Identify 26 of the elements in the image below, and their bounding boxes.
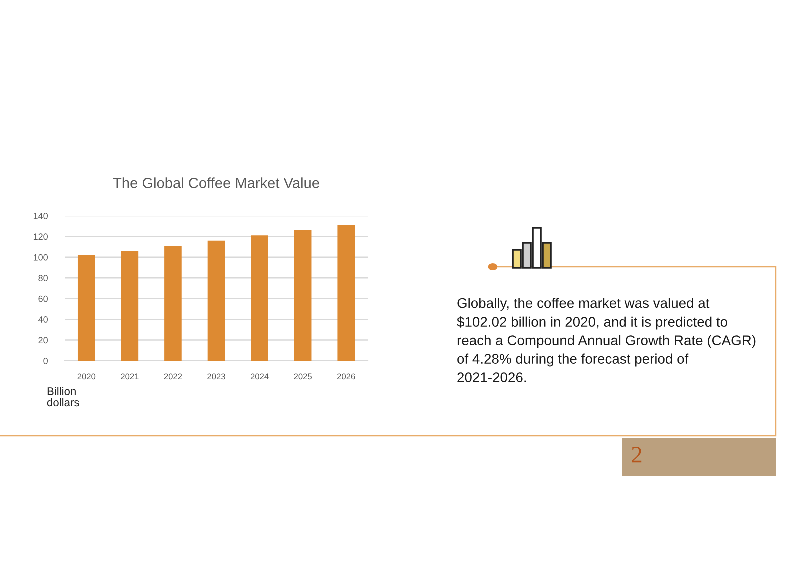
x-tick-label: 2021 [121,374,139,380]
text: Globally, the coffee market was valued at $102.02 billion in 2020, and it is predicted to reach a Compound Annual Growth Rate (CAGR) of 4.28% during the forecast period of 2021-2026. [457,298,756,382]
y-tick-label: 60 [38,296,48,302]
x-tick-label: 2022 [164,374,182,380]
y-tick-label: 0 [44,358,48,364]
y-axis-title: Billion dollars [47,387,80,407]
bar [121,251,139,361]
bar [251,236,268,361]
y-tick-label: 100 [34,254,48,261]
x-tick-label: 2026 [338,374,356,380]
x-tick-label: 2023 [208,374,226,380]
x-tick-label: 2024 [250,374,269,380]
bar [338,225,356,361]
y-tick-label: 140 [34,212,48,220]
y-tick-label: 20 [38,337,48,344]
y-tick-label: 40 [38,316,48,323]
bar [208,240,226,361]
chart-title: The Global Coffee Market Value [113,178,320,188]
x-tick-label: 2025 [294,374,312,380]
bar [294,230,312,361]
x-tick-label: 2020 [78,374,96,380]
bar [164,246,182,361]
y-tick-label: 80 [38,275,48,282]
bar [78,255,96,361]
y-tick-label: 120 [34,234,48,240]
text: 2 [632,447,642,463]
